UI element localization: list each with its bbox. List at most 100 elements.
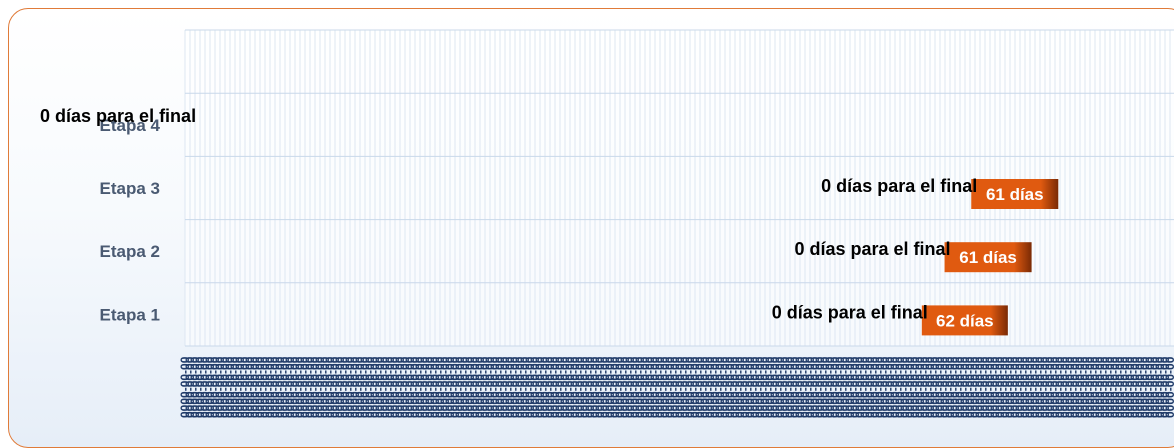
- x-tick-label: 0000-00-00: [263, 356, 277, 418]
- x-tick-label: 0000-00-00: [1083, 356, 1097, 418]
- x-tick-label: 0000-00-00: [983, 356, 997, 418]
- x-tick-label: 0000-00-00: [1038, 356, 1052, 418]
- x-tick-label: 0000-00-00: [653, 356, 667, 418]
- x-tick-label: 0000-00-00: [333, 356, 347, 418]
- x-tick-label: 0000-00-00: [343, 356, 357, 418]
- x-tick-label: 0000-00-00: [433, 356, 447, 418]
- x-tick-label: 0000-00-00: [638, 356, 652, 418]
- x-tick-label: 0000-00-00: [908, 356, 922, 418]
- x-tick-label: 0000-00-00: [573, 356, 587, 418]
- x-tick-label: 0000-00-00: [258, 356, 272, 418]
- x-tick-label: 0000-00-00: [553, 356, 567, 418]
- x-tick-label: 0000-00-00: [808, 356, 822, 418]
- x-tick-label: 0000-00-00: [268, 356, 282, 418]
- x-tick-label: 0000-00-00: [523, 356, 537, 418]
- x-tick-label: 0000-00-00: [228, 356, 242, 418]
- x-tick-label: 0000-00-00: [1143, 356, 1157, 418]
- x-tick-label: 0000-00-00: [213, 356, 227, 418]
- x-tick-label: 0000-00-00: [978, 356, 992, 418]
- x-tick-label: 0000-00-00: [828, 356, 842, 418]
- x-tick-label: 0000-00-00: [623, 356, 637, 418]
- x-tick-label: 0000-00-00: [618, 356, 632, 418]
- x-tick-label: 0000-00-00: [568, 356, 582, 418]
- x-tick-label: 0000-00-00: [583, 356, 597, 418]
- x-tick-label: 0000-00-00: [498, 356, 512, 418]
- x-tick-label: 0000-00-00: [883, 356, 897, 418]
- x-tick-label: 0000-00-00: [1093, 356, 1107, 418]
- bars-layer: 62 días 61 días 61 días: [921, 179, 1059, 336]
- x-tick-label: 0000-00-00: [563, 356, 577, 418]
- x-tick-label: 0000-00-00: [408, 356, 422, 418]
- x-tick-label: 0000-00-00: [788, 356, 802, 418]
- x-tick-label: 0000-00-00: [748, 356, 762, 418]
- x-tick-label: 0000-00-00: [378, 356, 392, 418]
- x-tick-label: 0000-00-00: [738, 356, 752, 418]
- x-tick-label: 0000-00-00: [688, 356, 702, 418]
- x-tick-label: 0000-00-00: [608, 356, 622, 418]
- x-tick-label: 0000-00-00: [733, 356, 747, 418]
- x-tick-label: 0000-00-00: [1163, 356, 1174, 418]
- x-tick-label: 0000-00-00: [278, 356, 292, 418]
- x-tick-label: 0000-00-00: [188, 356, 202, 418]
- status-label: 0 días para el final: [821, 176, 977, 196]
- x-tick-label: 0000-00-00: [813, 356, 827, 418]
- x-tick-label: 0000-00-00: [1068, 356, 1082, 418]
- x-tick-label: 0000-00-00: [913, 356, 927, 418]
- x-tick-label: 0000-00-00: [1098, 356, 1112, 418]
- x-tick-label: 0000-00-00: [533, 356, 547, 418]
- category-label: Etapa 3: [100, 179, 160, 198]
- x-tick-label: 0000-00-00: [1008, 356, 1022, 418]
- x-tick-label: 0000-00-00: [1018, 356, 1032, 418]
- bar-value-label: 62 días: [936, 311, 994, 330]
- status-label: 0 días para el final: [40, 106, 196, 126]
- x-tick-label: 0000-00-00: [223, 356, 237, 418]
- x-tick-label: 0000-00-00: [203, 356, 217, 418]
- x-tick-label: 0000-00-00: [1033, 356, 1047, 418]
- x-tick-label: 0000-00-00: [648, 356, 662, 418]
- x-tick-label: 0000-00-00: [413, 356, 427, 418]
- x-tick-label: 0000-00-00: [968, 356, 982, 418]
- x-tick-label: 0000-00-00: [918, 356, 932, 418]
- x-tick-label: 0000-00-00: [1128, 356, 1142, 418]
- x-tick-label: 0000-00-00: [878, 356, 892, 418]
- x-tick-label: 0000-00-00: [253, 356, 267, 418]
- x-tick-label: 0000-00-00: [288, 356, 302, 418]
- x-tick-label: 0000-00-00: [353, 356, 367, 418]
- x-tick-label: 0000-00-00: [663, 356, 677, 418]
- x-tick-label: 0000-00-00: [743, 356, 757, 418]
- x-tick-label: 0000-00-00: [233, 356, 247, 418]
- x-tick-label: 0000-00-00: [363, 356, 377, 418]
- x-tick-label: 0000-00-00: [823, 356, 837, 418]
- x-tick-label: 0000-00-00: [928, 356, 942, 418]
- x-tick-label: 0000-00-00: [518, 356, 532, 418]
- x-tick-label: 0000-00-00: [728, 356, 742, 418]
- category-label: Etapa 4: [100, 116, 161, 135]
- x-tick-label: 0000-00-00: [323, 356, 337, 418]
- x-tick-label: 0000-00-00: [1148, 356, 1162, 418]
- x-tick-label: 0000-00-00: [698, 356, 712, 418]
- x-tick-label: 0000-00-00: [383, 356, 397, 418]
- x-tick-label: 0000-00-00: [888, 356, 902, 418]
- x-tick-label: 0000-00-00: [338, 356, 352, 418]
- x-tick-label: 0000-00-00: [243, 356, 257, 418]
- x-tick-label: 0000-00-00: [248, 356, 262, 418]
- x-tick-label: 0000-00-00: [708, 356, 722, 418]
- x-tick-label: 0000-00-00: [458, 356, 472, 418]
- x-tick-label: 0000-00-00: [683, 356, 697, 418]
- x-tick-label: 0000-00-00: [1003, 356, 1017, 418]
- x-tick-label: 0000-00-00: [658, 356, 672, 418]
- x-tick-label: 0000-00-00: [893, 356, 907, 418]
- x-tick-label: 0000-00-00: [428, 356, 442, 418]
- x-tick-label: 0000-00-00: [303, 356, 317, 418]
- x-tick-label: 0000-00-00: [798, 356, 812, 418]
- x-tick-label: 0000-00-00: [753, 356, 767, 418]
- x-tick-label: 0000-00-00: [593, 356, 607, 418]
- x-tick-label: 0000-00-00: [793, 356, 807, 418]
- x-tick-label: 0000-00-00: [773, 356, 787, 418]
- x-tick-label: 0000-00-00: [838, 356, 852, 418]
- status-labels-layer: 0 días para el final 0 días para el final…: [40, 106, 977, 323]
- x-tick-label: 0000-00-00: [398, 356, 412, 418]
- x-tick-label: 0000-00-00: [758, 356, 772, 418]
- category-label: Etapa 2: [100, 242, 160, 261]
- x-tick-label: 0000-00-00: [993, 356, 1007, 418]
